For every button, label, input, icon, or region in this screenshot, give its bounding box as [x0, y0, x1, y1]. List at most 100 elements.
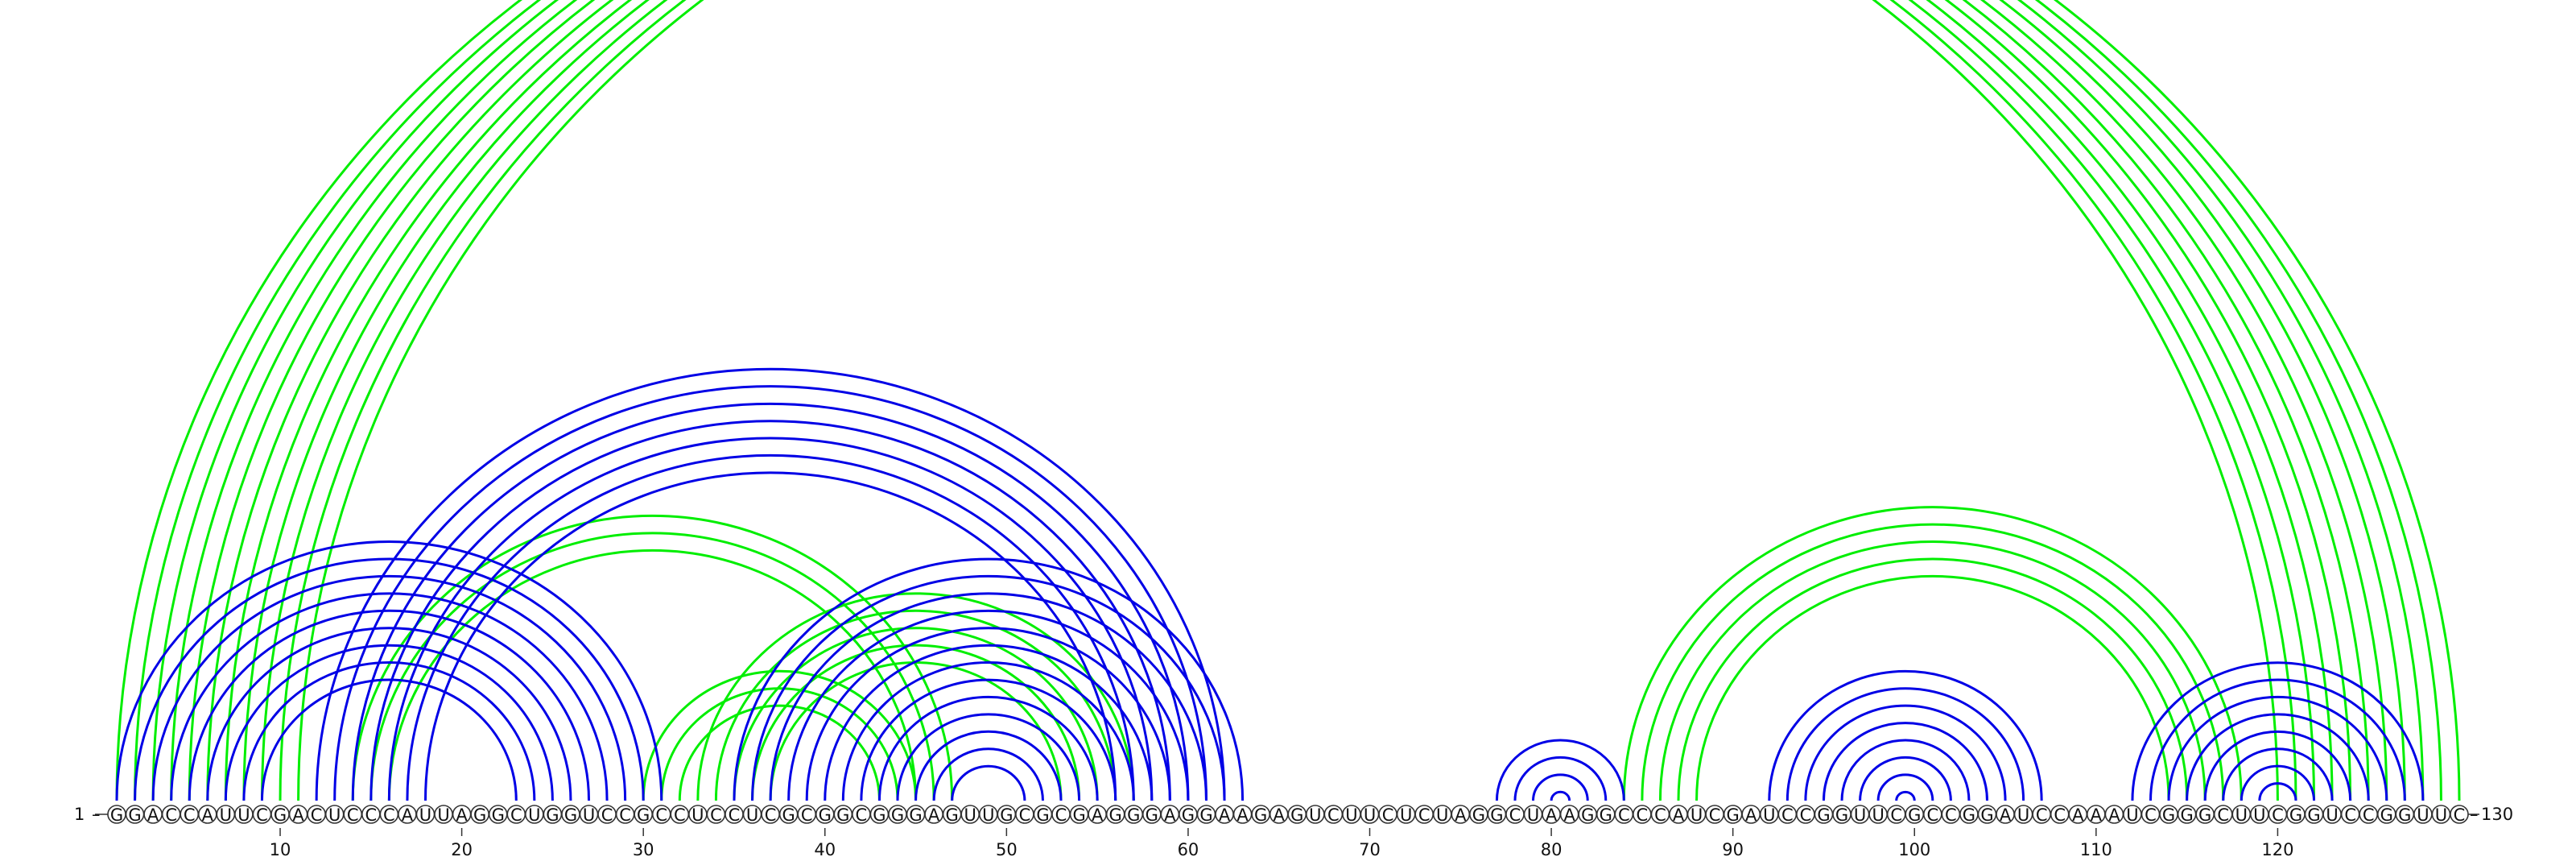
nucleotide-letter-15: C [365, 805, 377, 825]
blue-pair-arc-14-60 [351, 402, 1190, 801]
nucleotide-letter-51: C [1019, 805, 1031, 825]
blue-pair-arc-118-122 [2240, 764, 2316, 801]
nucleotide-letter-9: C [256, 805, 268, 825]
blue-pair-arc-45-53 [914, 731, 1063, 801]
green-pair-arc-1-120 [115, 0, 2279, 801]
nucleotide-letter-39: C [801, 805, 813, 825]
nucleotide-letter-117: C [2217, 805, 2229, 825]
nucleotide-letter-118: U [2235, 805, 2248, 825]
nucleotide-letter-44: G [891, 805, 904, 825]
nucleotide-letter-8: U [237, 805, 250, 825]
nucleotide-letter-25: G [546, 805, 559, 825]
nucleotide-letter-18: U [419, 805, 431, 825]
nucleotide-letter-79: U [1527, 805, 1539, 825]
green-pair-arc-7-126 [224, 0, 2388, 801]
nucleotide-letter-116: G [2198, 805, 2211, 825]
nucleotide-letter-62: A [1219, 805, 1231, 825]
nucleotide-letter-22: G [492, 805, 505, 825]
blue-pair-arc-2-30 [134, 557, 645, 801]
nucleotide-letter-52: G [1036, 805, 1049, 825]
blue-pair-arc-93-106 [1785, 688, 2025, 801]
blue-pair-arc-18-56 [423, 471, 1117, 801]
position-ticks: 10 20 30 40 50 60 70 80 90 100 110 120 [270, 828, 2293, 857]
nucleotide-letter-67: U [1309, 805, 1321, 825]
nucleotide-letter-55: A [1092, 805, 1104, 825]
nucleotide-letter-104: G [1980, 805, 1993, 825]
blue-pair-arc-115-125 [2186, 713, 2370, 801]
nucleotide-letter-110: A [2091, 805, 2103, 825]
nucleotide-letter-127: G [2398, 805, 2411, 825]
nucleotide-letter-121: G [2289, 805, 2302, 825]
nucleotide-letter-30: G [637, 805, 650, 825]
nucleotide-letter-14: C [347, 805, 359, 825]
nucleotide-letter-54: G [1072, 805, 1085, 825]
nucleotide-letter-3: A [147, 805, 159, 825]
nucleotide-letter-89: C [1709, 805, 1721, 825]
nucleotide-letter-31: C [655, 805, 667, 825]
nucleotide-letter-29: C [619, 805, 631, 825]
green-pair-arc-15-46 [369, 532, 935, 801]
tick-label-40: 40 [814, 840, 836, 857]
tick-label-30: 30 [633, 840, 654, 857]
nucleotide-letter-68: C [1327, 805, 1340, 825]
nucleotide-letter-21: G [473, 805, 486, 825]
blue-pair-arc-98-101 [1876, 773, 1934, 801]
blue-pair-arc-96-103 [1840, 739, 1971, 801]
blue-pair-arc-94-105 [1804, 704, 2007, 801]
blue-pair-arc-6-26 [206, 627, 572, 801]
blue-pair-arc-77-84 [1495, 739, 1625, 801]
blue-pair-arc-15-59 [369, 420, 1171, 801]
nucleotide-letter-12: C [311, 805, 323, 825]
blue-pair-arc-95-104 [1822, 722, 1988, 801]
nucleotide-letter-69: U [1345, 805, 1357, 825]
green-pair-arc-87-115 [1677, 557, 2189, 801]
blue-pair-arc-92-107 [1768, 670, 2043, 801]
nucleotide-letter-106: U [2017, 805, 2029, 825]
nucleotide-letter-57: G [1127, 805, 1140, 825]
blue-pair-arc-80-81 [1550, 790, 1571, 801]
nucleotide-letter-86: C [1654, 805, 1666, 825]
nucleotide-letter-34: C [710, 805, 722, 825]
nucleotide-letter-77: G [1490, 805, 1503, 825]
nucleotide-letter-24: U [528, 805, 540, 825]
nucleotide-letter-50: G [1000, 805, 1013, 825]
nucleotide-letter-74: U [1436, 805, 1448, 825]
green-pair-arc-6-125 [206, 0, 2370, 801]
tick-label-20: 20 [451, 840, 473, 857]
nucleotide-letter-16: C [383, 805, 395, 825]
tick-label-90: 90 [1722, 840, 1744, 857]
nucleotide-letter-71: C [1382, 805, 1394, 825]
tick-label-110: 110 [2080, 840, 2112, 857]
nucleotide-letter-46: A [928, 805, 940, 825]
nucleotide-letter-92: U [1763, 805, 1775, 825]
blue-pair-arc-119-121 [2258, 782, 2297, 801]
nucleotide-letter-80: A [1546, 805, 1558, 825]
nucleotide-letter-100: G [1908, 805, 1921, 825]
end-dash: – [2470, 805, 2479, 824]
nucleotide-letter-124: C [2344, 805, 2356, 825]
nucleotide-letter-38: G [782, 805, 795, 825]
green-pair-arc-35-55 [733, 627, 1099, 801]
nucleotide-letter-83: G [1600, 805, 1612, 825]
nucleotide-letter-111: A [2108, 805, 2120, 825]
tick-label-10: 10 [270, 840, 291, 857]
green-pair-arc-2-121 [134, 0, 2297, 801]
nucleotide-letter-59: A [1164, 805, 1176, 825]
nucleotide-letter-63: A [1236, 805, 1249, 825]
nucleotide-letter-60: G [1182, 805, 1195, 825]
nucleotide-letter-98: U [1872, 805, 1884, 825]
green-pair-arc-34-56 [714, 609, 1117, 801]
nucleotide-letter-90: G [1727, 805, 1740, 825]
nucleotide-letter-101: C [1926, 805, 1938, 825]
tick-label-60: 60 [1178, 840, 1199, 857]
blue-pair-arc-41-57 [841, 661, 1135, 801]
nucleotide-letter-33: U [691, 805, 704, 825]
green-pair-arc-31-44 [660, 687, 899, 801]
tick-label-70: 70 [1359, 840, 1381, 857]
nucleotide-letter-123: U [2326, 805, 2338, 825]
nucleotide-letter-17: A [402, 805, 414, 825]
nucleotide-letter-45: G [909, 805, 922, 825]
blue-pair-arc-113-127 [2149, 678, 2406, 801]
green-pair-arc-37-53 [769, 661, 1063, 801]
